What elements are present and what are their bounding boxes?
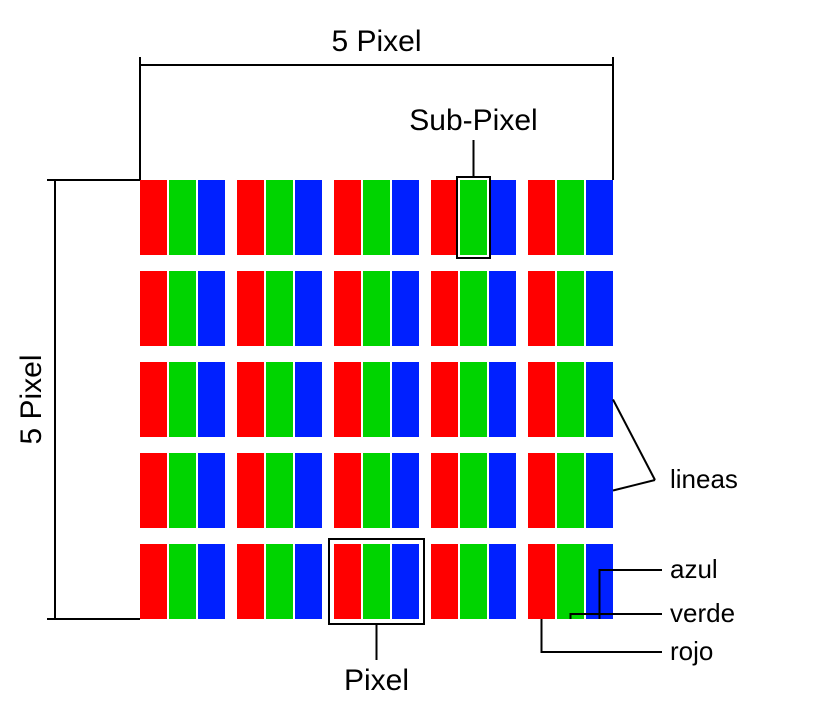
subpixel-g bbox=[266, 271, 293, 346]
dimension-left-label: 5 Pixel bbox=[15, 354, 48, 444]
subpixel-g bbox=[266, 453, 293, 528]
subpixel-b bbox=[489, 271, 516, 346]
subpixel-g bbox=[557, 544, 584, 619]
subpixel-g bbox=[460, 453, 487, 528]
subpixel-r bbox=[528, 271, 555, 346]
subpixel-r bbox=[237, 453, 264, 528]
subpixel-g bbox=[363, 180, 390, 255]
pixel-diagram: 5 Pixel 5 Pixel Sub-Pixel Pixel lineas azul ve… bbox=[0, 0, 818, 709]
subpixel-b bbox=[586, 271, 613, 346]
label-azul: azul bbox=[670, 554, 718, 584]
subpixel-g bbox=[460, 362, 487, 437]
subpixel-label: Sub-Pixel bbox=[409, 104, 537, 137]
subpixel-r bbox=[431, 544, 458, 619]
subpixel-b bbox=[392, 180, 419, 255]
subpixel-r bbox=[237, 180, 264, 255]
subpixel-g bbox=[266, 362, 293, 437]
pixel-grid bbox=[140, 180, 613, 619]
subpixel-b bbox=[392, 544, 419, 619]
diagram-svg: 5 Pixel 5 Pixel Sub-Pixel Pixel lineas azul ve… bbox=[0, 0, 818, 709]
subpixel-g bbox=[557, 180, 584, 255]
subpixel-g bbox=[460, 544, 487, 619]
subpixel-b bbox=[295, 453, 322, 528]
subpixel-r bbox=[431, 180, 458, 255]
subpixel-r bbox=[237, 544, 264, 619]
subpixel-g bbox=[557, 271, 584, 346]
subpixel-r bbox=[140, 271, 167, 346]
subpixel-b bbox=[295, 271, 322, 346]
subpixel-g bbox=[266, 180, 293, 255]
subpixel-b bbox=[198, 544, 225, 619]
subpixel-b bbox=[586, 362, 613, 437]
subpixel-r bbox=[528, 453, 555, 528]
subpixel-g bbox=[363, 453, 390, 528]
subpixel-r bbox=[528, 180, 555, 255]
subpixel-r bbox=[334, 544, 361, 619]
subpixel-r bbox=[237, 271, 264, 346]
subpixel-b bbox=[489, 180, 516, 255]
subpixel-r bbox=[140, 362, 167, 437]
subpixel-g bbox=[169, 453, 196, 528]
subpixel-r bbox=[431, 362, 458, 437]
subpixel-g bbox=[460, 180, 487, 255]
subpixel-r bbox=[334, 180, 361, 255]
subpixel-b bbox=[489, 453, 516, 528]
subpixel-r bbox=[334, 362, 361, 437]
subpixel-r bbox=[431, 271, 458, 346]
subpixel-b bbox=[198, 453, 225, 528]
subpixel-r bbox=[140, 180, 167, 255]
subpixel-r bbox=[237, 362, 264, 437]
subpixel-b bbox=[295, 544, 322, 619]
right-labels: lineas azul verde rojo bbox=[542, 400, 738, 667]
subpixel-b bbox=[489, 544, 516, 619]
subpixel-g bbox=[169, 180, 196, 255]
label-verde: verde bbox=[670, 598, 735, 628]
subpixel-b bbox=[392, 362, 419, 437]
subpixel-b bbox=[295, 180, 322, 255]
label-lineas: lineas bbox=[670, 464, 738, 494]
subpixel-g bbox=[460, 271, 487, 346]
subpixel-b bbox=[392, 271, 419, 346]
pixel-label: Pixel bbox=[344, 664, 409, 697]
dimension-top: 5 Pixel bbox=[140, 25, 613, 180]
dimension-top-label: 5 Pixel bbox=[331, 25, 421, 58]
subpixel-g bbox=[363, 271, 390, 346]
subpixel-g bbox=[363, 544, 390, 619]
subpixel-b bbox=[295, 362, 322, 437]
subpixel-r bbox=[528, 362, 555, 437]
subpixel-b bbox=[198, 180, 225, 255]
subpixel-b bbox=[198, 271, 225, 346]
subpixel-b bbox=[586, 453, 613, 528]
subpixel-g bbox=[557, 453, 584, 528]
subpixel-g bbox=[169, 544, 196, 619]
subpixel-r bbox=[528, 544, 555, 619]
subpixel-g bbox=[266, 544, 293, 619]
subpixel-g bbox=[169, 271, 196, 346]
subpixel-b bbox=[198, 362, 225, 437]
dimension-left: 5 Pixel bbox=[15, 180, 140, 619]
subpixel-g bbox=[169, 362, 196, 437]
subpixel-r bbox=[334, 453, 361, 528]
subpixel-b bbox=[489, 362, 516, 437]
subpixel-g bbox=[557, 362, 584, 437]
subpixel-r bbox=[140, 453, 167, 528]
subpixel-r bbox=[140, 544, 167, 619]
subpixel-r bbox=[431, 453, 458, 528]
subpixel-r bbox=[334, 271, 361, 346]
subpixel-b bbox=[392, 453, 419, 528]
subpixel-g bbox=[363, 362, 390, 437]
subpixel-b bbox=[586, 180, 613, 255]
label-rojo: rojo bbox=[670, 636, 713, 666]
